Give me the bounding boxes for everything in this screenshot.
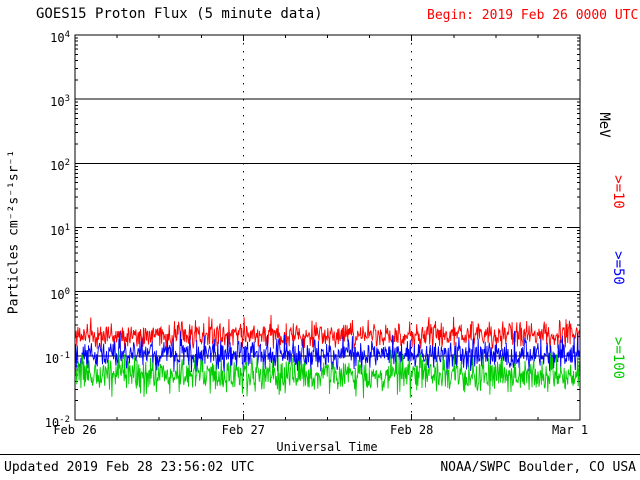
x-tick-label: Feb 27	[221, 423, 265, 437]
series-line-1	[74, 330, 581, 377]
x-tick-label: Feb 28	[389, 423, 434, 437]
gridlines	[75, 35, 580, 420]
y-tick-label: 100	[50, 286, 70, 302]
y-tick-label: 10-1	[44, 350, 70, 366]
begin-timestamp: Begin: 2019 Feb 26 0000 UTC	[427, 8, 639, 23]
y-tick-label: 103	[50, 94, 70, 110]
updated-timestamp: Updated 2019 Feb 28 23:56:02 UTC	[4, 460, 255, 475]
right-axis-unit-label: MeV	[596, 112, 612, 138]
data-series	[74, 314, 581, 399]
y-tick-label: 10-2	[44, 415, 70, 430]
x-axis-label: Universal Time	[276, 440, 378, 454]
plot-frame	[74, 34, 581, 421]
x-tick-label: Mar 1	[551, 423, 589, 437]
series-threshold-label: >=100	[610, 336, 626, 380]
y-tick-label: 102	[50, 158, 70, 174]
chart-title: GOES15 Proton Flux (5 minute data)	[36, 6, 323, 22]
series-line-2	[74, 349, 581, 399]
x-tick-label: Feb 26	[53, 423, 97, 437]
y-tick-label: 101	[50, 222, 70, 238]
y-axis-label: Particles cm⁻²s⁻¹sr⁻¹	[6, 149, 22, 315]
footer-divider	[0, 454, 640, 455]
series-threshold-label: >=10	[610, 175, 626, 209]
series-threshold-label: >=50	[610, 251, 626, 285]
series-line-0	[74, 314, 581, 353]
credit-label: NOAA/SWPC Boulder, CO USA	[440, 460, 636, 475]
y-tick-label: 104	[50, 30, 70, 45]
